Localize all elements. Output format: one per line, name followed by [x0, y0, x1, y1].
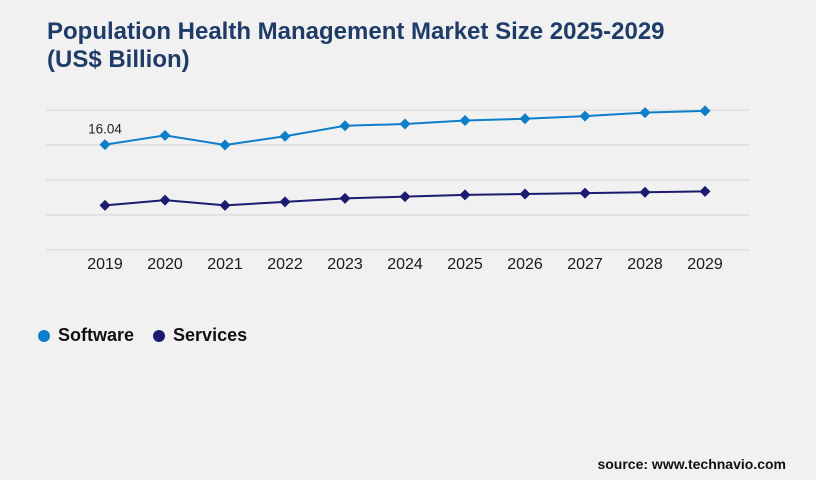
- software-marker-2021: [219, 139, 231, 151]
- services-marker-2029: [699, 185, 711, 197]
- services-marker-2022: [279, 196, 291, 208]
- year-label-2025: 2025: [447, 256, 483, 273]
- software-marker-2028: [639, 107, 651, 119]
- software-marker-2026: [519, 113, 531, 125]
- services-marker-2021: [219, 199, 231, 211]
- services-series-circle-icon: [153, 329, 166, 342]
- legend-item-services[interactable]: Services: [153, 325, 247, 346]
- chart-title-line1: Population Health Management Market Size…: [47, 18, 665, 45]
- software-series-circle-icon: [38, 329, 50, 342]
- legend-label-services: Services: [173, 325, 248, 345]
- software-marker-2019: [99, 139, 111, 151]
- line-chart: 2019 2020 2021 2022 2023 2024 2025 2026 2027 2028…: [46, 105, 750, 273]
- software-2019-data-label: 16.04: [88, 122, 122, 137]
- services-marker-2028: [639, 186, 651, 198]
- software-marker-2020: [159, 129, 171, 141]
- services-marker-2027: [579, 187, 591, 199]
- services-marker-2025: [459, 189, 471, 201]
- software-marker-2029: [699, 105, 711, 117]
- software-marker-2022: [279, 130, 291, 142]
- services-marker-2026: [519, 188, 531, 200]
- year-label-2023: 2023: [327, 256, 363, 273]
- software-marker-2023: [339, 120, 351, 132]
- year-label-2019: 2019: [87, 256, 123, 273]
- year-label-2028: 2028: [627, 256, 663, 273]
- services-marker-2019: [99, 199, 111, 211]
- legend-item-software[interactable]: Software: [38, 325, 134, 346]
- year-label-2026: 2026: [507, 256, 543, 273]
- year-label-2020: 2020: [147, 256, 183, 273]
- chart-title: Population Health Management Market Size…: [47, 18, 747, 74]
- services-marker-2023: [339, 192, 351, 204]
- source-attribution: source: www.technavio.com: [597, 456, 786, 472]
- year-label-2021: 2021: [207, 256, 243, 273]
- software-marker-2025: [459, 115, 471, 126]
- year-label-2029: 2029: [687, 256, 723, 273]
- chart-title-line2: (US$ Billion): [47, 46, 190, 73]
- year-label-2022: 2022: [267, 256, 303, 273]
- year-label-2024: 2024: [387, 256, 423, 273]
- software-marker-2027: [579, 110, 591, 122]
- services-marker-2020: [159, 194, 171, 206]
- chart-legend: Software Services: [38, 325, 247, 346]
- legend-label-software: Software: [58, 325, 135, 345]
- software-marker-2024: [399, 118, 411, 130]
- year-label-2027: 2027: [567, 256, 603, 273]
- services-marker-2024: [399, 191, 411, 203]
